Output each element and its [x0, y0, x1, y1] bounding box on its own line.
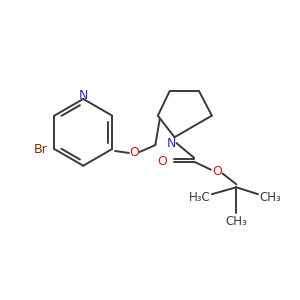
- Text: O: O: [129, 146, 139, 159]
- Text: CH₃: CH₃: [226, 215, 247, 228]
- Text: H₃C: H₃C: [189, 190, 211, 204]
- Text: N: N: [167, 136, 176, 150]
- Text: N: N: [79, 88, 88, 101]
- Text: CH₃: CH₃: [260, 190, 282, 204]
- Text: Br: Br: [34, 143, 47, 157]
- Text: O: O: [212, 165, 222, 178]
- Text: O: O: [157, 155, 167, 168]
